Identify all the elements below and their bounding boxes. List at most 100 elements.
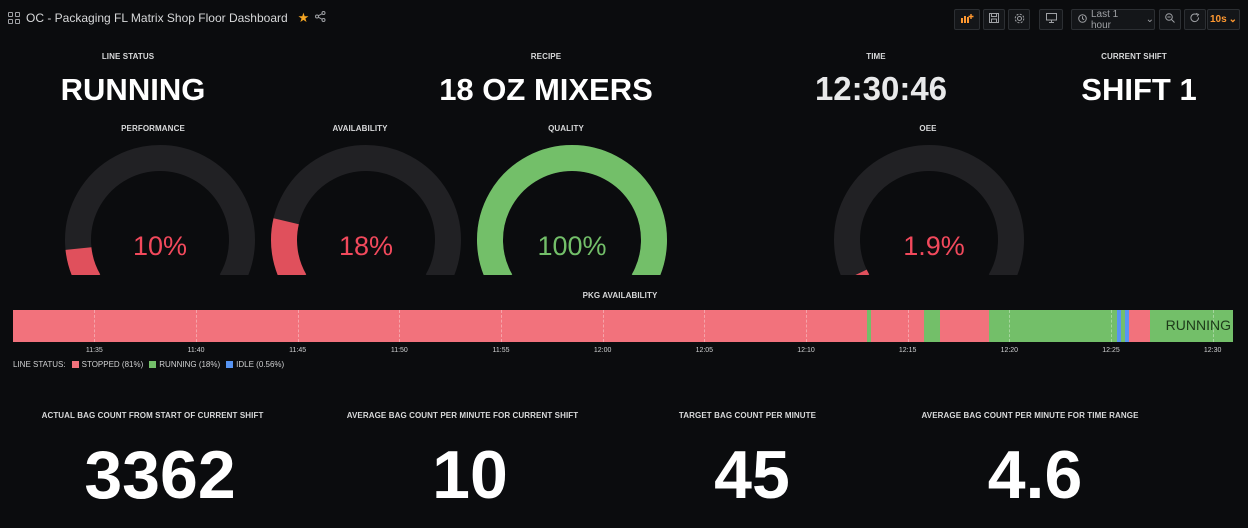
- zoom-out-button[interactable]: [1159, 9, 1181, 30]
- legend-item-stopped[interactable]: STOPPED (81%): [71, 360, 143, 369]
- legend-prefix: LINE STATUS:: [13, 360, 66, 369]
- time-value: 12:30:46: [814, 70, 948, 107]
- timeline-gridline: [297, 310, 299, 342]
- timeline-tick-label: 12:05: [695, 347, 714, 354]
- add-panel-icon: [960, 13, 974, 26]
- oee-gauge-label: OEE: [919, 124, 937, 133]
- timeline-tick-label: 12:25: [1102, 347, 1120, 354]
- tv-mode-button[interactable]: [1039, 9, 1063, 30]
- oee-gauge-track: [834, 145, 1024, 275]
- target-bag-count-value: 45: [714, 437, 790, 513]
- chevron-down-icon: ⌄: [1228, 14, 1238, 25]
- timeline-tick-label: 11:50: [390, 347, 408, 354]
- timeline-segment-running[interactable]: [989, 310, 1118, 342]
- pkg-availability-title: PKG AVAILABILITY: [582, 291, 658, 300]
- performance-gauge: [65, 145, 255, 275]
- timeline-segment-stopped[interactable]: [13, 310, 867, 342]
- timeline-segment-idle[interactable]: [1125, 310, 1130, 342]
- line-status-value: RUNNING: [60, 72, 206, 107]
- timeline-tick-label: 11:35: [85, 347, 103, 354]
- performance-gauge-track: [65, 145, 255, 275]
- timeline-tick-label: 11:40: [187, 347, 205, 354]
- timeline-gridline: [602, 310, 604, 342]
- timeline-gridline: [196, 310, 197, 342]
- timeline-gridline: [94, 310, 96, 342]
- current-shift-value: SHIFT 1: [1081, 72, 1197, 107]
- recipe-value: 18 OZ MIXERS: [439, 72, 653, 107]
- performance-gauge-fill: [65, 246, 101, 275]
- availability-gauge-fill: [271, 218, 307, 275]
- target-bag-count-label: TARGET BAG COUNT PER MINUTE: [678, 411, 817, 420]
- timeline-tick-label: 12:15: [898, 347, 917, 354]
- availability-gauge-value: 18%: [338, 231, 394, 261]
- dashboard-settings-button[interactable]: [1008, 9, 1030, 30]
- timeline-gridline: [399, 310, 401, 342]
- timeline-gridline: [1212, 310, 1214, 342]
- quality-gauge-fill: [477, 145, 667, 275]
- timeline-segment-running[interactable]: [1149, 310, 1233, 342]
- line-status-label: LINE STATUS: [101, 52, 155, 61]
- save-dashboard-button[interactable]: [983, 9, 1005, 30]
- clock-icon: [1078, 13, 1087, 26]
- apps-grid-icon[interactable]: [8, 12, 20, 24]
- quality-gauge-label: QUALITY: [548, 124, 584, 133]
- refresh-button[interactable]: [1184, 9, 1206, 30]
- timeline-segment-stopped[interactable]: [940, 310, 989, 342]
- settings-icon: [1014, 13, 1025, 27]
- oee-gauge: [834, 145, 1024, 275]
- timeline-segment-running[interactable]: [867, 310, 872, 342]
- refresh-interval-picker[interactable]: 10s ⌄: [1207, 9, 1240, 30]
- timeline-tick-label: 11:55: [492, 347, 510, 354]
- recipe-label: RECIPE: [530, 52, 562, 61]
- timeline-segment-running[interactable]: [923, 310, 941, 342]
- timeline-tick-label: 12:00: [593, 347, 612, 354]
- dashboard-title-area: OC - Packaging FL Matrix Shop Floor Dash…: [8, 10, 326, 26]
- availability-gauge: [271, 145, 461, 275]
- availability-gauge-label: AVAILABILITY: [332, 124, 388, 133]
- pkg-availability-timeline: RUNNING: [13, 310, 1233, 342]
- zoom-out-icon: [1165, 13, 1175, 26]
- timeline-gridline: [704, 310, 706, 342]
- time-range-picker[interactable]: Last 1 hour ⌄: [1071, 8, 1155, 31]
- actual-bag-count-value: 3362: [84, 437, 236, 513]
- tv-mode-icon: [1045, 13, 1057, 26]
- performance-gauge-label: PERFORMANCE: [121, 124, 185, 133]
- current-shift-label: CURRENT SHIFT: [1101, 52, 1167, 61]
- quality-gauge: [477, 145, 667, 275]
- timeline-segment-stopped[interactable]: [871, 310, 924, 342]
- time-range-label: Last 1 hour: [1091, 8, 1119, 31]
- timeline-gridline: [1111, 310, 1112, 342]
- timeline-gridline: [806, 310, 807, 342]
- timeline-tick-label: 11:45: [289, 347, 307, 354]
- oee-gauge-value: 1.9%: [903, 231, 965, 261]
- share-icon[interactable]: [315, 11, 326, 25]
- timeline-segment-idle[interactable]: [1117, 310, 1122, 342]
- star-icon[interactable]: ★: [297, 10, 310, 25]
- timeline-gridline: [501, 310, 502, 342]
- avg-bag-count-range-label: AVERAGE BAG COUNT PER MINUTE FOR TIME RA…: [921, 411, 1139, 420]
- refresh-interval-label: 10s: [1209, 14, 1227, 25]
- timeline-tick-label: 12:10: [797, 347, 815, 354]
- save-icon: [989, 13, 999, 26]
- timeline-segment-stopped[interactable]: [1129, 310, 1150, 342]
- timeline-tick-label: 12:30: [1203, 347, 1222, 354]
- timeline-current-state: RUNNING: [1165, 317, 1231, 333]
- add-panel-button[interactable]: [954, 9, 980, 30]
- avg-bag-count-range-value: 4.6: [987, 437, 1083, 513]
- legend-item-running[interactable]: RUNNING (18%): [149, 360, 220, 369]
- refresh-icon: [1190, 13, 1200, 26]
- timeline-segment-running[interactable]: [1121, 310, 1126, 342]
- timeline-gridline: [1009, 310, 1011, 342]
- dashboard-title[interactable]: OC - Packaging FL Matrix Shop Floor Dash…: [26, 11, 288, 25]
- timeline-legend: LINE STATUS: STOPPED (81%) RUNNING (18%)…: [13, 360, 284, 369]
- performance-gauge-value: 10%: [132, 231, 188, 261]
- chevron-down-icon: ⌄: [1145, 14, 1154, 25]
- time-label: TIME: [866, 52, 886, 61]
- legend-item-idle[interactable]: IDLE (0.56%): [226, 360, 284, 369]
- quality-gauge-value: 100%: [537, 231, 607, 261]
- avg-bag-count-shift-label: AVERAGE BAG COUNT PER MINUTE FOR CURRENT…: [346, 411, 579, 420]
- timeline-tick-label: 12:20: [1000, 347, 1019, 354]
- avg-bag-count-shift-value: 10: [432, 437, 508, 513]
- dashboard-toolbar: OC - Packaging FL Matrix Shop Floor Dash…: [0, 0, 1248, 38]
- actual-bag-count-label: ACTUAL BAG COUNT FROM START OF CURRENT S…: [41, 411, 264, 420]
